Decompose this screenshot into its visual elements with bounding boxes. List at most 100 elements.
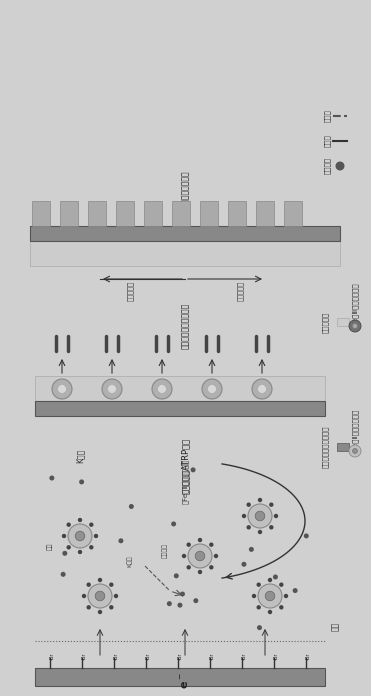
Circle shape [246,503,251,507]
Text: 功能单体: 功能单体 [324,157,330,175]
Circle shape [62,534,66,538]
Circle shape [268,578,272,582]
Circle shape [158,384,167,393]
Circle shape [258,530,262,535]
Circle shape [78,550,82,554]
Circle shape [75,531,85,541]
Bar [200,201,218,226]
Circle shape [256,605,261,610]
Circle shape [109,605,114,610]
Text: -Br: -Br [306,652,311,660]
Circle shape [279,583,283,587]
Circle shape [209,565,214,569]
Bar [116,201,134,226]
Text: 含渴化合物修饰的电极: 含渴化合物修饰的电极 [322,426,328,468]
Circle shape [255,511,265,521]
Circle shape [102,379,122,399]
Circle shape [66,523,71,527]
Circle shape [114,594,118,598]
Circle shape [269,525,273,530]
Circle shape [207,384,217,393]
Text: 含Fe（Ⅲ）的血红蛋白: 含Fe（Ⅲ）的血红蛋白 [352,283,358,329]
Circle shape [129,504,134,509]
Text: -Br: -Br [242,652,247,660]
Text: 印迹聚合物修饰电极: 印迹聚合物修饰电极 [181,171,190,212]
Circle shape [60,572,66,577]
Text: -Br: -Br [50,652,55,660]
Bar [88,201,106,226]
Text: 洗脱蛋白质: 洗脱蛋白质 [127,281,133,301]
Text: 单体: 单体 [331,622,339,631]
Circle shape [52,379,72,399]
Text: 无金属催化ATRP聚合: 无金属催化ATRP聚合 [181,438,190,494]
Circle shape [177,603,183,608]
Text: 含Fe（Ⅱ）的血红蛋白: 含Fe（Ⅱ）的血红蛋白 [352,409,358,454]
Circle shape [214,554,218,558]
Circle shape [187,542,191,547]
Circle shape [202,379,222,399]
Circle shape [167,601,172,606]
Circle shape [62,551,67,556]
Text: 印迹聚合物: 印迹聚合物 [322,311,328,333]
Circle shape [88,584,112,608]
Circle shape [279,605,283,610]
Circle shape [349,320,361,332]
Circle shape [293,588,298,593]
Circle shape [252,379,272,399]
Text: 聚合: 聚合 [47,542,53,550]
Circle shape [258,498,262,503]
Text: -Br: -Br [82,652,87,660]
Bar [337,443,349,451]
Circle shape [89,545,93,550]
Circle shape [58,384,66,393]
Circle shape [187,565,191,569]
Bar [30,241,340,266]
Text: 洗脱剂: 洗脱剂 [324,110,330,122]
Text: -Br: -Br [274,652,279,660]
Circle shape [304,533,309,539]
Circle shape [182,554,186,558]
Bar [228,201,246,226]
Circle shape [174,574,179,578]
Circle shape [274,514,278,519]
Text: 含Fe（Ⅱ）的血红蛋白: 含Fe（Ⅱ）的血红蛋白 [182,459,188,504]
Circle shape [352,448,358,454]
Text: 交联剂: 交联剂 [324,134,330,148]
Circle shape [152,379,172,399]
Bar [35,668,325,686]
Bar [32,201,50,226]
Bar [35,376,325,401]
Circle shape [68,524,92,548]
Circle shape [257,384,266,393]
Circle shape [242,562,246,567]
Circle shape [188,544,212,568]
Circle shape [248,504,272,528]
Text: -Br: -Br [114,652,119,660]
Text: 聚合终止: 聚合终止 [162,544,168,558]
Circle shape [249,547,254,552]
Bar [256,201,274,226]
Circle shape [78,518,82,522]
Circle shape [242,514,246,519]
Text: K聚合: K聚合 [76,449,85,463]
Bar [30,226,340,241]
Circle shape [352,324,358,329]
Circle shape [263,520,269,525]
Circle shape [273,574,278,580]
Circle shape [98,578,102,582]
Circle shape [191,467,196,473]
Circle shape [94,534,98,538]
Circle shape [195,551,205,561]
Circle shape [256,583,261,587]
Text: K终止: K终止 [127,555,133,567]
Circle shape [180,592,185,596]
Circle shape [335,161,345,171]
Circle shape [86,583,91,587]
Circle shape [209,542,214,547]
Bar [337,318,349,326]
Circle shape [258,584,282,608]
Bar [35,401,325,416]
Circle shape [268,610,272,614]
Text: -Br: -Br [146,652,151,660]
Circle shape [198,570,202,574]
